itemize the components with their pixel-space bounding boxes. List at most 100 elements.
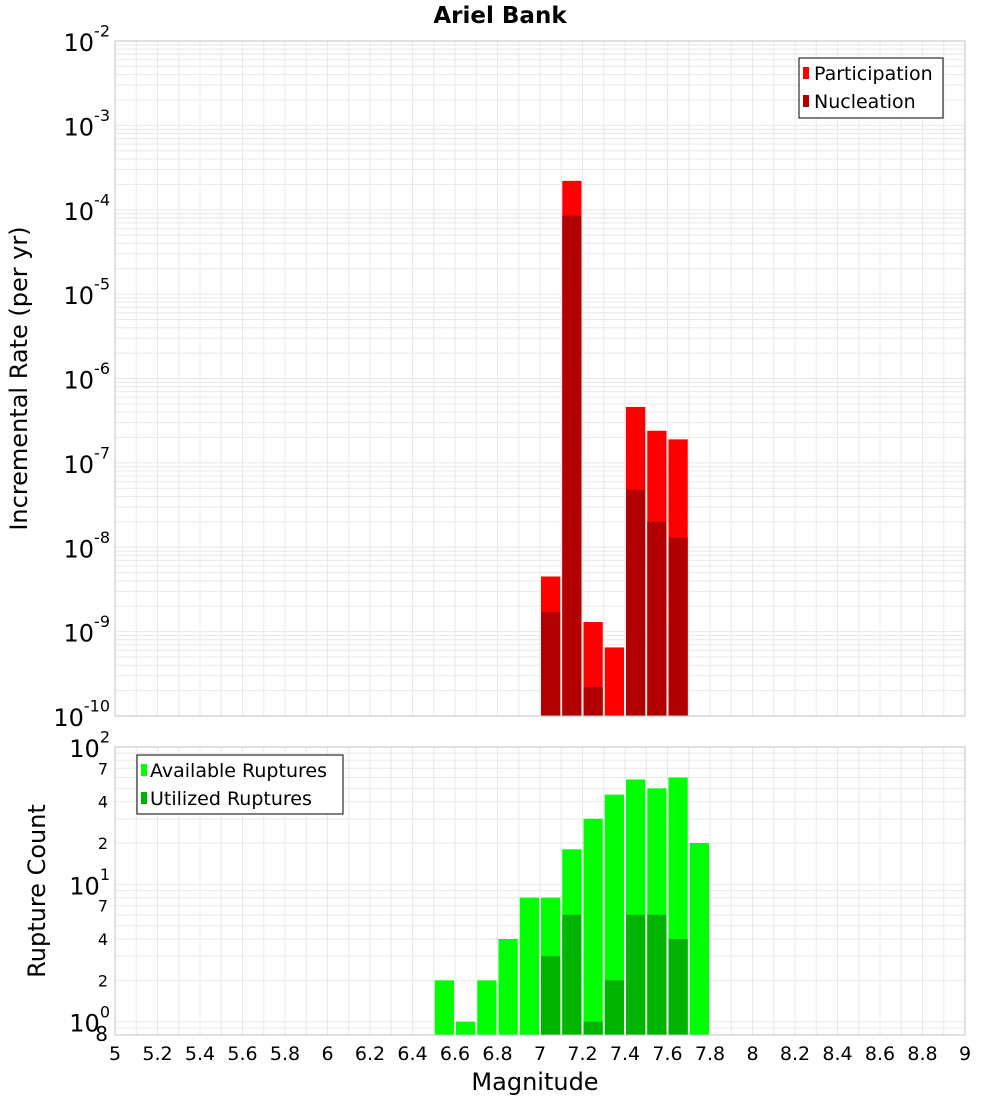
rate-y-tick-label: 10-4	[64, 190, 111, 225]
available-ruptures-bar	[477, 980, 497, 1035]
nucleation-bar	[647, 521, 667, 716]
available-ruptures-bar	[583, 818, 603, 1035]
rate-y-tick-label-base: 10	[64, 113, 95, 141]
rate-legend-swatch	[803, 67, 809, 79]
utilized-ruptures-bar	[541, 956, 561, 1035]
x-tick-label: 5.4	[185, 1043, 215, 1065]
x-tick-label: 9	[959, 1043, 971, 1065]
rate-y-tick-label-exponent: -3	[94, 106, 110, 125]
rate-y-tick-label-base: 10	[64, 535, 95, 563]
rate-y-tick-label-exponent: -4	[94, 190, 110, 209]
count-legend-swatch	[141, 764, 147, 776]
x-tick-label: 6.8	[482, 1043, 512, 1065]
x-tick-label: 8.2	[780, 1043, 810, 1065]
utilized-ruptures-bar	[562, 914, 582, 1035]
rate-panel: 10-210-310-410-510-610-710-810-910-10Inc…	[5, 22, 966, 732]
count-y-minor-tick-label: 7	[98, 759, 108, 778]
available-ruptures-bar	[689, 843, 709, 1035]
rate-legend-box	[798, 57, 944, 119]
nucleation-bar	[583, 687, 603, 716]
rate-y-tick-label-exponent: -5	[94, 275, 110, 294]
count-legend-label: Available Ruptures	[150, 760, 327, 782]
rate-legend-label: Nucleation	[814, 91, 916, 113]
utilized-ruptures-bar	[583, 1021, 603, 1035]
x-tick-label: 6.4	[397, 1043, 427, 1065]
count-y-major-tick-label-exponent: 0	[100, 1002, 110, 1021]
available-ruptures-bar	[456, 1021, 476, 1035]
x-tick-label: 5.8	[270, 1043, 300, 1065]
rate-y-tick-label-base: 10	[64, 198, 95, 226]
rate-y-tick-label: 10-5	[64, 275, 111, 310]
rate-legend: Participation Nucleation	[798, 57, 944, 119]
count-y-major-tick-label-exponent: 2	[100, 728, 110, 747]
count-plot-frame	[114, 746, 966, 1036]
nucleation-bar	[668, 537, 688, 716]
utilized-ruptures-bar	[626, 914, 646, 1035]
participation-bar	[604, 647, 624, 716]
rate-y-tick-label-base: 10	[64, 29, 95, 57]
rate-y-tick-label-base: 10	[64, 451, 95, 479]
available-ruptures-bar	[434, 980, 454, 1035]
x-tick-label: 6.6	[440, 1043, 470, 1065]
x-tick-label: 5.6	[227, 1043, 257, 1065]
rate-y-tick-label-base: 10	[64, 282, 95, 310]
nucleation-bar	[541, 612, 561, 716]
x-tick-label: 8	[746, 1043, 758, 1065]
rate-y-tick-label-exponent: -9	[94, 612, 110, 631]
count-y-minor-tick-label: 8	[95, 1022, 108, 1046]
count-legend: Available Ruptures Utilized Ruptures	[136, 754, 344, 815]
count-y-minor-tick-label: 2	[98, 971, 108, 990]
x-tick-label: 7.2	[567, 1043, 597, 1065]
x-axis-label: Magnitude	[471, 1068, 598, 1096]
rate-y-tick-label-exponent: -8	[94, 528, 110, 547]
count-y-minor-tick-label: 7	[98, 897, 108, 916]
x-tick-label: 7.4	[610, 1043, 640, 1065]
nucleation-bar	[626, 489, 646, 716]
rate-y-tick-label-base: 10	[64, 620, 95, 648]
rate-y-tick-label-exponent: -7	[94, 443, 110, 462]
x-tick-label: 6.2	[355, 1043, 385, 1065]
x-tick-label: 7.6	[652, 1043, 682, 1065]
x-tick-label: 8.4	[822, 1043, 852, 1065]
count-y-minor-tick-label: 4	[98, 793, 108, 812]
rate-y-tick-label: 10-10	[53, 697, 110, 732]
available-ruptures-bar	[498, 939, 518, 1035]
x-tick-label: 8.6	[865, 1043, 895, 1065]
utilized-ruptures-bar	[647, 914, 667, 1035]
count-y-major-tick-label-base: 10	[69, 1010, 100, 1038]
available-ruptures-bar	[604, 794, 624, 1035]
x-tick-label: 7.8	[695, 1043, 725, 1065]
utilized-ruptures-bar	[604, 980, 624, 1035]
count-legend-swatch	[141, 792, 147, 804]
rate-y-tick-label: 10-6	[64, 359, 111, 394]
rate-y-tick-label-exponent: -2	[94, 22, 110, 41]
x-tick-label: 5	[109, 1043, 121, 1065]
x-tick-label: 8.8	[907, 1043, 937, 1065]
chart-title: Ariel Bank	[433, 3, 567, 29]
rate-y-tick-label: 10-2	[64, 22, 111, 57]
rate-y-tick-label-exponent: -6	[94, 359, 110, 378]
rate-y-tick-label-base: 10	[64, 367, 95, 395]
count-y-minor-tick-label: 4	[98, 930, 108, 949]
rate-legend-swatch	[803, 95, 809, 107]
rate-legend-label: Participation	[814, 63, 933, 85]
x-tick-label: 6	[321, 1043, 333, 1065]
count-y-major-tick-label-base: 10	[69, 872, 100, 900]
count-y-major-tick-label-base: 10	[69, 735, 100, 763]
available-ruptures-bar	[519, 897, 539, 1035]
x-tick-label: 5.2	[142, 1043, 172, 1065]
count-y-major-tick-label: 102	[69, 728, 110, 763]
count-y-major-tick-label: 101	[69, 865, 110, 900]
rate-y-tick-label-exponent: -10	[84, 697, 110, 716]
x-tick-label: 7	[534, 1043, 546, 1065]
nucleation-bar	[562, 215, 582, 717]
rate-y-axis-label: Incremental Rate (per yr)	[5, 226, 33, 530]
rate-y-tick-label: 10-9	[64, 612, 111, 647]
rate-y-tick-label: 10-7	[64, 443, 111, 478]
rate-y-tick-label: 10-3	[64, 106, 111, 141]
rate-plot-frame	[114, 40, 966, 717]
utilized-ruptures-bar	[668, 939, 688, 1035]
